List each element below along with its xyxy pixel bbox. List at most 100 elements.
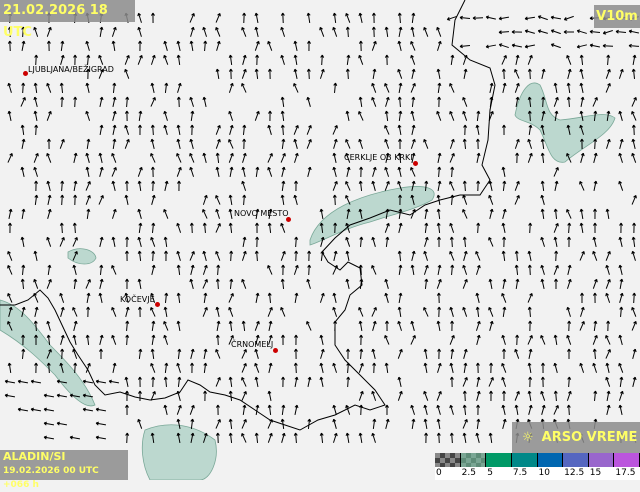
wind-arrow [215,250,221,261]
wind-arrow [124,376,129,387]
wind-arrow [449,306,454,317]
wind-arrow [593,152,598,163]
wind-arrow [605,250,611,261]
wind-arrow [566,153,572,163]
wind-arrow [34,362,39,374]
wind-arrow [632,54,637,66]
wind-arrow [345,12,351,23]
wind-arrow [202,209,208,219]
legend-swatch [435,453,461,467]
wind-arrow [619,278,624,290]
wind-arrow [398,264,403,276]
wind-arrow [319,362,324,373]
wind-arrow [566,390,572,401]
wind-arrow [138,348,143,360]
wind-arrow [411,418,416,430]
wind-arrow [515,152,520,164]
wind-arrow [514,138,520,149]
wind-arrow [163,40,168,51]
wind-arrow [618,334,623,345]
wind-arrow [618,236,623,247]
wind-arrow [228,152,234,163]
wind-arrow [384,166,390,177]
wind-arrow [397,390,403,401]
wind-arrow [255,166,260,178]
wind-arrow [605,82,611,93]
wind-arrow [566,404,571,416]
wind-arrow [111,334,117,345]
wind-arrow [82,393,94,398]
wind-arrow [85,362,91,373]
wind-arrow [345,110,350,121]
wind-arrow [47,264,52,276]
wind-arrow [254,362,260,373]
wind-arrow [501,404,506,415]
wind-arrow [46,362,51,374]
wind-arrow [397,40,402,51]
wind-arrow [267,222,272,234]
wind-arrow [527,362,532,374]
wind-arrow [34,54,39,66]
wind-arrow [164,180,169,191]
wind-arrow [21,26,26,38]
wind-arrow [579,68,584,79]
wind-arrow [69,393,81,398]
place-label: NOVO MESTO [234,209,289,218]
wind-arrow [111,306,117,317]
wind-arrow [371,307,377,317]
wind-arrow [21,82,26,94]
wind-arrow [423,26,429,37]
wind-arrow [606,320,611,332]
wind-arrow [85,279,91,289]
wind-arrow [125,278,129,290]
wind-arrow [579,110,584,122]
wind-arrow [137,180,142,192]
wind-arrow [540,138,545,150]
wind-arrow [528,320,533,332]
wind-arrow [459,15,471,20]
wind-arrow [150,82,155,93]
wind-arrow [293,138,298,149]
model-run: 19.02.2026 00 UTC +066 h [3,466,99,490]
wind-arrow [528,376,533,388]
wind-arrow [462,404,467,416]
wind-arrow [33,110,38,122]
wind-arrow [462,432,467,444]
wind-arrow [164,250,168,262]
wind-arrow [20,97,26,107]
wind-arrow [95,407,107,412]
wind-arrow [384,110,389,122]
wind-arrow [411,124,416,135]
wind-arrow [190,110,195,122]
wind-arrow [98,195,104,205]
wind-arrow [450,166,455,178]
legend-label: 0 [436,468,442,478]
wind-arrow [111,26,117,37]
wind-arrow [7,265,13,275]
wind-arrow [605,208,610,220]
wind-arrow [72,307,78,317]
wind-arrow [241,83,247,93]
wind-arrow [605,68,611,79]
wind-arrow [592,362,598,373]
wind-arrow [501,55,507,65]
wind-arrow [553,236,558,248]
wind-arrow [43,393,55,398]
wind-arrow [189,166,195,177]
wind-arrow [631,250,636,261]
wind-arrow [306,12,311,24]
wind-arrow [241,349,247,359]
wind-arrow [151,376,156,388]
wind-arrow [124,110,129,122]
wind-arrow [176,124,181,136]
wind-arrow [345,222,351,233]
wind-arrow [215,195,221,205]
brand-name: ARSO VREME [541,430,638,445]
wind-arrow [553,334,558,346]
wind-arrow [619,292,624,303]
wind-arrow [190,348,195,359]
wind-arrow [46,180,51,191]
wind-arrow [410,138,416,149]
wind-arrow [72,264,77,275]
wind-arrow [566,278,572,289]
